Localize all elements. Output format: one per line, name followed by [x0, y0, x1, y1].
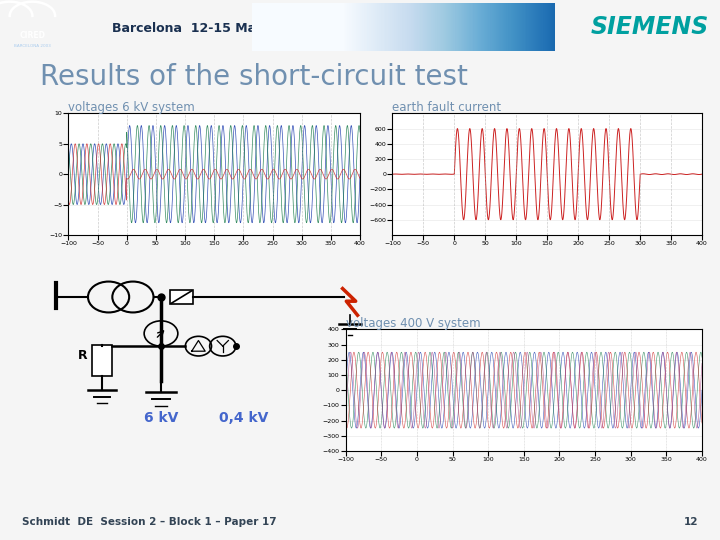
Text: SIEMENS: SIEMENS — [591, 15, 709, 39]
Text: R: R — [78, 349, 87, 362]
Text: 0,4 kV: 0,4 kV — [219, 411, 268, 425]
Text: BARCELONA 2003: BARCELONA 2003 — [14, 44, 51, 49]
Text: Results of the short-circuit test: Results of the short-circuit test — [40, 63, 467, 91]
Text: earth fault current: earth fault current — [392, 100, 502, 114]
Text: Schmidt  DE  Session 2 – Block 1 – Paper 17: Schmidt DE Session 2 – Block 1 – Paper 1… — [22, 517, 276, 528]
Text: CIRED: CIRED — [19, 31, 45, 39]
Text: 12: 12 — [684, 517, 698, 528]
Text: Barcelona  12-15 May 2003: Barcelona 12-15 May 2003 — [112, 22, 302, 35]
Text: voltages 6 kV system: voltages 6 kV system — [68, 100, 195, 114]
Text: voltages 400 V system: voltages 400 V system — [346, 316, 480, 330]
Text: 6 kV: 6 kV — [144, 411, 178, 425]
FancyBboxPatch shape — [171, 290, 193, 304]
FancyBboxPatch shape — [91, 345, 112, 376]
